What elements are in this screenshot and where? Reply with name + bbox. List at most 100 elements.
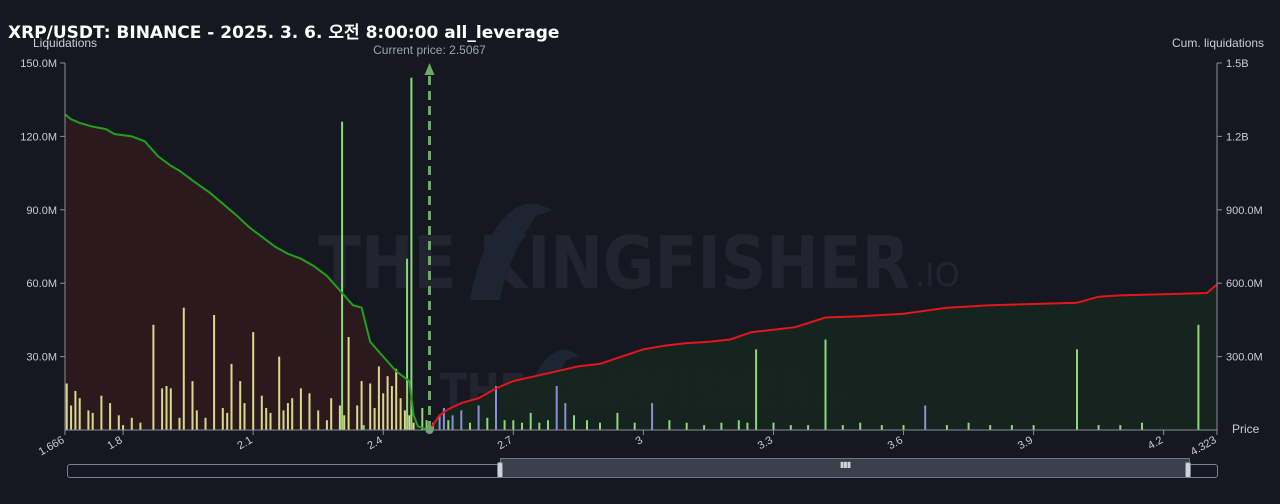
liquidation-bar [70, 405, 73, 430]
liquidation-bar [599, 422, 601, 430]
liquidation-bar [369, 383, 372, 430]
liquidation-bar [746, 422, 749, 430]
liquidation-bar [1010, 425, 1013, 430]
x-tick-label: 2.7 [496, 434, 515, 452]
liquidation-bar [117, 415, 120, 430]
liquidation-bar [668, 420, 671, 430]
liquidation-bar [317, 410, 320, 430]
liquidation-bar [230, 363, 233, 430]
liquidation-bar [91, 412, 94, 430]
grip-icon: ▮▮▮ [839, 460, 851, 469]
liquidation-bar [967, 422, 970, 430]
liquidation-bar [252, 332, 255, 430]
liquidation-bar [616, 412, 619, 430]
long-cum-line [428, 283, 1218, 431]
left-tick-label: 120.0M [20, 131, 57, 143]
left-tick-label: 60.0M [26, 278, 57, 290]
liquidation-bar [122, 425, 125, 430]
liquidation-bar [265, 408, 268, 430]
liquidation-bar [807, 425, 810, 430]
liquidation-bar [299, 388, 302, 430]
liquidation-bar [260, 395, 263, 430]
liquidation-bar [330, 398, 333, 430]
liquidation-bar [377, 366, 380, 430]
liquidation-bar [408, 415, 411, 430]
liquidation-bar [278, 356, 281, 430]
x-tick-label: 2.1 [235, 434, 254, 452]
kingfisher-bird-icon [470, 203, 552, 300]
right-tick-label: 600.0M [1226, 278, 1263, 290]
liquidation-bar [1032, 425, 1035, 430]
liquidation-bar [373, 408, 376, 430]
liquidation-bar [243, 403, 246, 430]
liquidation-bar [564, 403, 567, 430]
liquidation-bar [165, 386, 168, 430]
liquidation-bar [1197, 324, 1200, 430]
liquidation-bar [291, 398, 294, 430]
liquidation-bar [341, 121, 344, 430]
liquidation-bar [325, 420, 328, 430]
liquidation-bar [685, 422, 688, 430]
liquidation-bar [204, 417, 207, 430]
liquidation-bar [178, 417, 181, 430]
left-tick-label: 90.0M [26, 205, 57, 217]
liquidation-bar [382, 393, 385, 430]
liquidation-bar [555, 386, 558, 430]
liquidation-bar [226, 412, 229, 430]
liquidation-bar [425, 420, 428, 430]
liquidation-bar [221, 408, 224, 430]
zoom-handle-left[interactable] [497, 462, 503, 478]
current-price-arrow-icon [424, 63, 435, 75]
liquidation-bar [451, 415, 454, 430]
liquidation-bar [824, 339, 827, 430]
liquidation-bar [902, 425, 905, 430]
liquidation-bar [841, 425, 844, 430]
liquidation-bar [720, 422, 723, 430]
liquidation-bar [161, 388, 164, 430]
liquidation-bar [152, 324, 155, 430]
liquidation-bar [403, 410, 406, 430]
liquidation-bar [477, 405, 480, 430]
liquidation-bar [410, 77, 413, 430]
liquidation-bar [438, 415, 441, 430]
liquidation-bar [269, 412, 272, 430]
long-cum-area [429, 284, 1217, 430]
liquidation-bar [195, 410, 198, 430]
zoom-scrollbar-selection[interactable]: ▮▮▮ [500, 458, 1190, 478]
x-tick-label: 4.2 [1146, 434, 1165, 452]
x-tick-label: 2.4 [365, 434, 384, 452]
short-cum-line [64, 113, 430, 431]
liquidation-bar [395, 368, 398, 430]
right-tick-label: 300.0M [1226, 352, 1263, 364]
liquidation-bar [495, 386, 497, 430]
zoom-handle-right[interactable] [1185, 462, 1191, 478]
right-tick-label: 1.2B [1226, 131, 1249, 143]
liquidation-bar [78, 398, 81, 430]
right-tick-label: 900.0M [1226, 205, 1263, 217]
liquidation-bar [362, 425, 365, 430]
liquidation-bar [573, 415, 575, 430]
liquidation-bar [347, 337, 350, 430]
liquidation-bar [100, 395, 103, 430]
liquidation-bar [755, 349, 758, 430]
liquidation-bar [399, 398, 402, 430]
liquidation-bar [486, 417, 489, 430]
liquidation-bar [469, 422, 471, 430]
left-tick-label: 30.0M [26, 352, 57, 364]
liquidation-bar [1119, 425, 1122, 430]
liquidation-bar [213, 315, 216, 430]
x-tick-label: 3.6 [886, 434, 905, 452]
liquidation-bar [109, 403, 112, 430]
short-cum-area [65, 114, 430, 431]
liquidation-bar [737, 420, 740, 430]
page-title: XRP/USDT: BINANCE - 2025. 3. 6. 오전 8:00:… [8, 23, 560, 43]
liquidation-bar [538, 422, 541, 430]
liquidation-bar [859, 422, 862, 430]
liquidation-bar [74, 390, 77, 430]
liquidation-bar [308, 393, 311, 430]
liquidation-bar [945, 425, 948, 430]
liquidation-bar [360, 381, 363, 430]
liquidation-bar [924, 405, 927, 430]
liquidation-bar [343, 415, 346, 430]
